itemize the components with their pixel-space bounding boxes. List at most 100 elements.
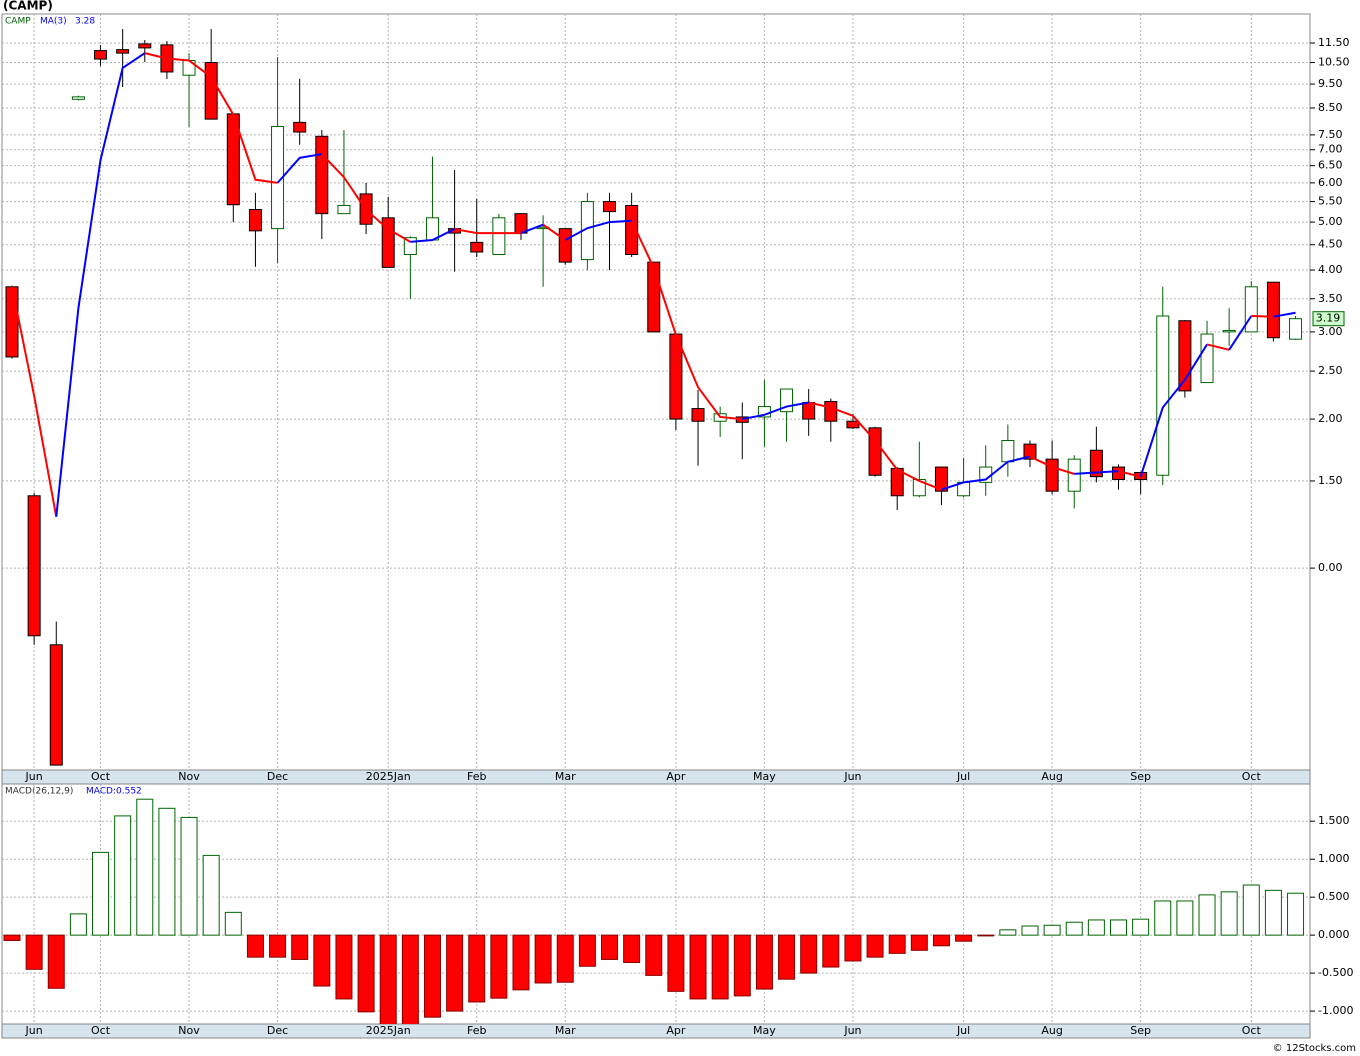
ma-line bbox=[276, 153, 322, 184]
macd-bar bbox=[1242, 884, 1260, 936]
price-panel bbox=[1, 13, 1311, 771]
candle-body bbox=[315, 135, 329, 215]
x-tick-label: 2025Jan bbox=[366, 770, 411, 783]
ma-line bbox=[1118, 470, 1141, 478]
macd-bar bbox=[534, 934, 552, 984]
y-tick-label: 11.50 bbox=[1318, 36, 1350, 49]
candle-body bbox=[5, 286, 19, 358]
candle-body bbox=[71, 96, 85, 100]
y-tick-label: 4.00 bbox=[1318, 263, 1343, 276]
x-tick-label: Apr bbox=[666, 1024, 686, 1037]
candle-body bbox=[27, 495, 41, 637]
y-tick-label: 6.00 bbox=[1318, 176, 1343, 189]
candle-body bbox=[1244, 286, 1258, 333]
y-tick-label: 2.50 bbox=[1318, 364, 1343, 377]
x-tick-label: Jun bbox=[25, 770, 43, 783]
macd-bar bbox=[556, 934, 574, 983]
y-tick-label: -1.000 bbox=[1318, 1004, 1353, 1017]
macd-bar bbox=[158, 807, 176, 936]
y-tick-label: 3.50 bbox=[1318, 292, 1343, 305]
macd-bar bbox=[92, 851, 110, 936]
macd-bar bbox=[291, 934, 309, 960]
x-tick-label: Feb bbox=[467, 770, 486, 783]
candle-body bbox=[735, 416, 749, 423]
macd-bar bbox=[601, 934, 619, 960]
macd-bar bbox=[114, 815, 132, 936]
credit: © 12Stocks.com bbox=[1273, 1043, 1356, 1054]
macd-bar bbox=[69, 913, 87, 936]
candle-body bbox=[49, 644, 63, 766]
candle-body bbox=[1045, 458, 1059, 492]
y-tick-label: 1.50 bbox=[1318, 474, 1343, 487]
y-tick-label: 0.000 bbox=[1318, 928, 1350, 941]
macd-bar bbox=[822, 934, 840, 968]
macd-bar bbox=[623, 934, 641, 963]
macd-bar bbox=[866, 934, 884, 958]
y-tick-label: 8.50 bbox=[1318, 101, 1343, 114]
macd-bar bbox=[755, 934, 773, 990]
macd-bar bbox=[1287, 892, 1305, 936]
macd-bar bbox=[335, 934, 353, 1000]
ma-line bbox=[941, 455, 1031, 491]
macd-panel bbox=[1, 783, 1311, 1025]
candle-body bbox=[1289, 318, 1303, 340]
x-tick-label: Jun bbox=[843, 770, 861, 783]
candle-body bbox=[492, 217, 506, 255]
macd-bar bbox=[667, 934, 685, 992]
macd-bar bbox=[977, 934, 995, 937]
x-tick-label: Feb bbox=[467, 1024, 486, 1037]
last-price-label: 3.19 bbox=[1316, 312, 1341, 325]
macd-bar bbox=[778, 934, 796, 980]
x-tick-label: 2025Jan bbox=[366, 1024, 411, 1037]
candle-body bbox=[1156, 315, 1170, 476]
legend-entry: MA(3) bbox=[40, 17, 67, 27]
candle-body bbox=[1001, 440, 1015, 463]
x-tick-label: Nov bbox=[178, 1024, 200, 1037]
candle-body bbox=[603, 201, 617, 213]
y-tick-label: 1.500 bbox=[1318, 814, 1350, 827]
y-tick-label: 4.50 bbox=[1318, 238, 1343, 251]
macd-bar bbox=[246, 934, 264, 958]
macd-bar bbox=[711, 934, 729, 1000]
ma-line bbox=[410, 228, 456, 243]
macd-bar bbox=[1043, 924, 1061, 936]
candle-body bbox=[1067, 458, 1081, 492]
candle-body bbox=[337, 205, 351, 215]
ma-line bbox=[1273, 311, 1296, 318]
macd-bar bbox=[313, 934, 331, 987]
macd-bar bbox=[3, 934, 21, 941]
legend-value: MACD:0.552 bbox=[86, 787, 142, 797]
candle-body bbox=[1023, 443, 1037, 460]
candle-body bbox=[116, 49, 130, 54]
x-tick-label: Sep bbox=[1130, 1024, 1151, 1037]
ma-line bbox=[55, 52, 146, 517]
candle-body bbox=[912, 478, 926, 497]
x-tick-label: Aug bbox=[1041, 1024, 1062, 1037]
macd-plot bbox=[2, 784, 1310, 1024]
price-plot bbox=[2, 14, 1310, 770]
ma-line bbox=[144, 52, 278, 184]
x-tick-label: May bbox=[753, 1024, 776, 1037]
legend-value: 3.28 bbox=[75, 17, 95, 27]
macd-bar bbox=[888, 934, 906, 954]
macd-bar bbox=[1154, 900, 1172, 936]
candle-body bbox=[802, 402, 816, 420]
x-tick-label: Dec bbox=[267, 770, 288, 783]
y-tick-label: 3.00 bbox=[1318, 325, 1343, 338]
macd-bar bbox=[136, 798, 154, 936]
macd-bar bbox=[357, 934, 375, 1013]
macd-bar bbox=[1021, 925, 1039, 936]
y-tick-label: 10.50 bbox=[1318, 56, 1350, 69]
candle-body bbox=[425, 217, 439, 241]
candle-body bbox=[204, 62, 218, 120]
ma-line bbox=[321, 153, 411, 243]
ma-line bbox=[1029, 455, 1075, 475]
ma-line bbox=[564, 219, 632, 241]
candle-body bbox=[824, 401, 838, 422]
ma-line bbox=[1251, 315, 1274, 318]
x-tick-label: Mar bbox=[555, 770, 576, 783]
ma-line bbox=[1206, 343, 1230, 351]
macd-bar bbox=[932, 934, 950, 947]
ma-line bbox=[742, 401, 809, 421]
macd-bar bbox=[401, 934, 419, 1024]
